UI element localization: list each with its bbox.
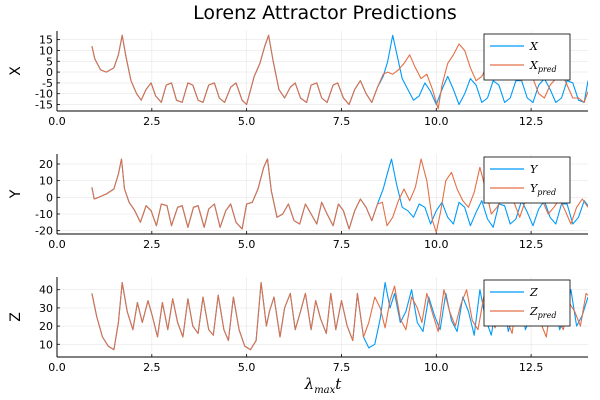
y-tick-label: 20 (39, 320, 53, 333)
x-tick-label: 5.0 (238, 361, 256, 374)
panel-y: 0.0 2.5 5.0 7.5 10.0 12.5 20 10 0 -10 -20 Y Y Ypred (8, 154, 588, 251)
y-tick-label: -10 (35, 88, 53, 101)
y-tick-label: 5 (46, 55, 53, 68)
legend-box (483, 156, 571, 204)
y-tick-label: -10 (35, 208, 53, 221)
legend-label: Ypred (530, 182, 556, 197)
x-tick-label: 5.0 (238, 238, 256, 251)
legend: Z Zpred (483, 279, 571, 327)
y-tick-label: 20 (39, 158, 53, 171)
x-tick-label: 7.5 (333, 238, 351, 251)
x-tick-label: 0.0 (48, 115, 66, 128)
x-tick-label: 10.0 (424, 238, 449, 251)
y-tick-label: 10 (39, 175, 53, 188)
x-tick-label: 7.5 (333, 115, 351, 128)
legend-label: Z (529, 286, 538, 299)
legend-label: Xpred (529, 59, 557, 74)
x-tick-label: 2.5 (143, 361, 161, 374)
y-tick-label: 0 (46, 191, 53, 204)
x-tick-label: 0.0 (48, 238, 66, 251)
y-axis-label: Z (8, 312, 24, 322)
chart-title: Lorenz Attractor Predictions (193, 2, 457, 24)
x-tick-label: 10.0 (424, 361, 449, 374)
legend: X Xpred (483, 33, 571, 81)
x-tick-label: 7.5 (333, 361, 351, 374)
y-tick-label: -5 (42, 77, 53, 90)
y-axis-label: Y (8, 189, 24, 199)
y-tick-label: 15 (39, 34, 53, 47)
x-tick-label: 2.5 (143, 115, 161, 128)
y-tick-label: 10 (39, 44, 53, 57)
legend: Y Ypred (483, 156, 571, 204)
y-tick-label: -20 (35, 225, 53, 238)
legend-box (483, 33, 571, 81)
x-tick-label: 5.0 (238, 115, 256, 128)
legend-label: Y (530, 163, 539, 176)
y-tick-label: -15 (35, 99, 53, 112)
x-axis-label: λmaxt (304, 375, 343, 396)
y-tick-label: 30 (39, 302, 53, 315)
legend-box (483, 279, 571, 327)
x-tick-label: 10.0 (424, 115, 449, 128)
x-tick-label: 2.5 (143, 238, 161, 251)
y-axis-label: X (8, 66, 24, 76)
y-tick-label: 10 (39, 338, 53, 351)
y-tick-label: 0 (46, 66, 53, 79)
x-tick-label: 12.5 (519, 115, 544, 128)
legend-label: Zpred (529, 305, 556, 320)
x-tick-label: 0.0 (48, 361, 66, 374)
y-tick-label: 40 (39, 284, 53, 297)
x-tick-label: 12.5 (519, 238, 544, 251)
x-tick-label: 12.5 (519, 361, 544, 374)
panel-z: 0.0 2.5 5.0 7.5 10.0 12.5 40 30 20 10 Z Z Zpred (8, 277, 588, 374)
legend-label: X (529, 40, 539, 53)
